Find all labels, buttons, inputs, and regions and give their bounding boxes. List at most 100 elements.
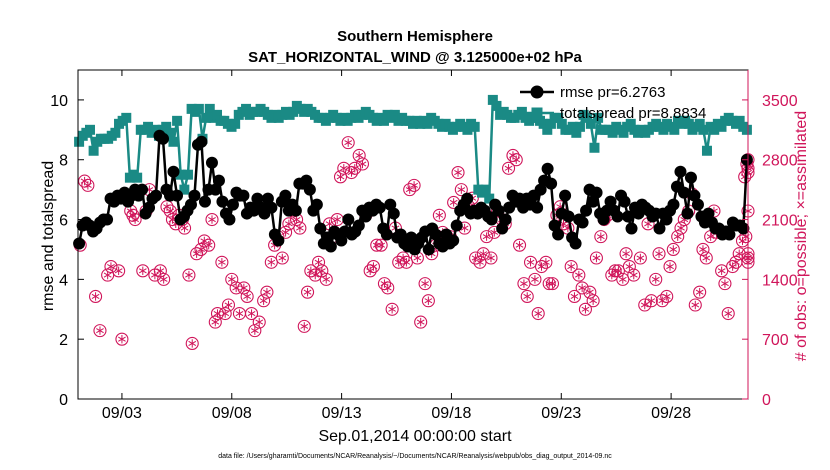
obs-possible-marker [589,251,603,265]
obs-point [622,259,636,274]
obs-possible-marker [163,204,177,218]
y-left-tick-label: 10 [50,93,68,110]
rmse-point [226,198,239,211]
obs-point [210,306,225,321]
obs-possible-marker [699,251,713,265]
obs-possible-marker [205,212,219,227]
spread-point [571,127,582,138]
spread-point [132,172,143,183]
obs-point [366,259,381,274]
rmse-point [101,213,114,226]
rmse-point [265,201,278,214]
obs-possible-marker [575,281,589,295]
obs-point [633,251,647,265]
obs-possible-marker [89,289,103,304]
obs-point [594,230,608,244]
obs-possible-marker [622,259,636,274]
obs-possible-marker [469,251,483,265]
obs-possible-marker [311,255,326,269]
obs-assimilated-marker [281,229,290,235]
obs-possible-marker [480,230,494,244]
obs-assimilated-marker [526,259,535,265]
obs-assimilated-marker [255,319,264,325]
y-axis-right: 0 700 1400 2100 2800 3500 [742,93,798,409]
obs-assimilated-marker [325,221,334,227]
obs-possible-marker [545,277,560,291]
spread-point [734,115,745,126]
obs-possible-marker [693,285,707,299]
obs-point [374,238,388,252]
obs-point [89,289,103,304]
obs-point [663,259,677,274]
spread-point [491,100,502,111]
obs-assimilated-marker [317,268,326,274]
spread-point [230,118,241,129]
obs-possible-marker [633,251,647,265]
obs-assimilated-marker [267,259,276,265]
obs-assimilated-marker [250,328,259,334]
obs-assimilated-marker [221,311,230,317]
obs-assimilated-marker [383,285,392,291]
obs-point [671,230,685,244]
legend-rmse-label: rmse pr=6.2763 [560,84,665,101]
obs-assimilated-marker [235,311,244,317]
obs-possible-marker [572,268,586,282]
obs-possible-marker [432,208,446,222]
obs-assimilated-marker [217,259,226,265]
obs-assimilated-marker [80,178,89,184]
obs-assimilated-marker [596,234,605,240]
rmse-point [461,192,474,205]
obs-assimilated-marker [311,272,320,278]
obs-point [696,242,710,257]
obs-possible-marker [282,217,296,231]
obs-point [564,259,578,274]
spread-point [241,103,252,114]
rmse-point [552,228,565,241]
obs-assimilated-marker [399,255,408,261]
obs-possible-marker [381,281,395,295]
obs-possible-marker [275,251,289,265]
obs-point [616,272,630,286]
obs-point [414,315,428,329]
obs-possible-marker [655,294,669,308]
spread-point [542,124,553,135]
obs-point [264,255,278,269]
obs-assimilated-marker [208,217,216,223]
legend-spread-marker [531,107,543,119]
obs-assimilated-marker [592,255,601,261]
obs-assimilated-marker [589,298,598,304]
rmse-point [237,189,250,202]
obs-point [182,268,196,282]
rmse-point [450,219,463,232]
obs-point [257,294,271,308]
obs-assimilated-marker [504,165,513,171]
obs-point [447,195,461,210]
obs-assimilated-marker [259,298,268,304]
obs-assimilated-marker [636,255,645,261]
obs-possible-marker [337,161,351,175]
obs-possible-marker [208,315,222,329]
obs-possible-marker [644,294,658,308]
spread-point [716,121,727,132]
rmse-point [576,216,589,229]
obs-possible-marker [663,259,677,274]
obs-assimilated-marker [542,259,550,265]
spread-point [389,109,400,120]
obs-point [666,242,680,257]
obs-point [399,255,413,269]
obs-possible-marker [260,285,274,299]
rmse-series [73,129,753,256]
obs-possible-marker [564,259,578,274]
obs-point [301,285,315,299]
obs-assimilated-marker [284,221,293,227]
obs-assimilated-marker [292,217,301,223]
x-tick-label: 09/03 [102,405,142,422]
rmse-point [387,207,400,220]
obs-possible-marker [715,264,729,278]
obs-assimilated-marker [534,311,543,317]
obs-possible-marker [638,298,652,312]
obs-assimilated-marker [651,276,660,282]
legend: rmse pr=6.2763 totalspread pr=8.8834 [520,84,706,122]
obs-possible-marker [104,259,118,274]
obs-assimilated-marker [695,289,704,295]
